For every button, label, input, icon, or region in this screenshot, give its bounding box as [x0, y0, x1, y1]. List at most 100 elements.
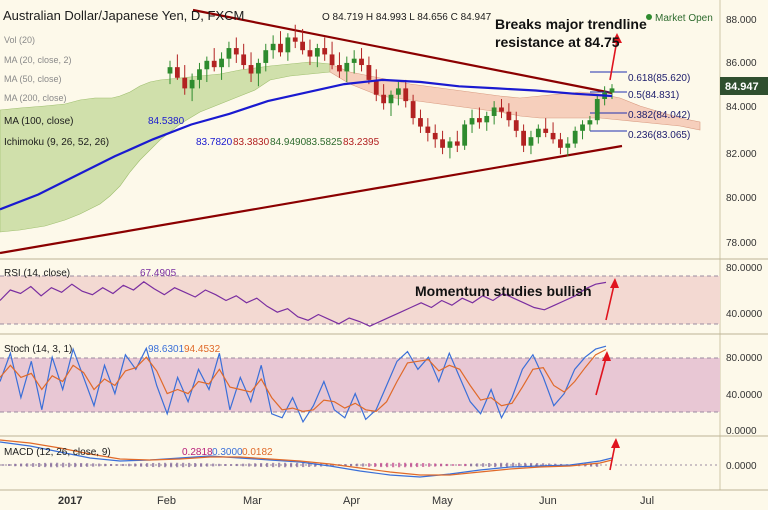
candle-body: [521, 130, 526, 146]
ichimoku-label: Ichimoku (9, 26, 52, 26): [4, 137, 109, 148]
macd-histogram-bar: [248, 463, 251, 467]
ma-a-label: MA (20, close, 2): [4, 55, 72, 65]
ma100-value: 84.5380: [148, 116, 185, 127]
ma-b-label: MA (50, close): [4, 74, 62, 84]
candle-body: [447, 141, 453, 148]
macd-histogram-bar: [308, 463, 311, 467]
macd-label: MACD (12, 26, close, 9): [4, 447, 111, 458]
candle-body: [322, 48, 328, 55]
candle-body: [388, 94, 394, 104]
candle-body: [344, 62, 350, 72]
rsi-value: 67.4905: [140, 268, 177, 279]
candle: [270, 35, 276, 59]
price-tick-88: 88.000: [726, 15, 757, 26]
rsi-line: [0, 281, 607, 327]
momentum-annotation: Momentum studies bullish: [415, 283, 592, 299]
ohlc-readout: O 84.719 H 84.993 L 84.656 C 84.947: [322, 12, 492, 23]
candlestick-series: [167, 24, 615, 159]
trendline-resistance: [192, 8, 613, 95]
macd-histogram-bar: [266, 462, 269, 468]
macd-histogram-bar: [446, 463, 449, 467]
candle: [241, 43, 247, 70]
candle: [609, 84, 615, 99]
candle: [256, 58, 261, 87]
candle-body: [292, 37, 298, 42]
candle-body: [535, 128, 541, 138]
time-tick-jul: Jul: [640, 495, 654, 507]
candle: [373, 69, 379, 102]
candle-body: [484, 115, 490, 123]
candle-body: [197, 69, 202, 80]
candle: [432, 124, 438, 148]
rsi-tick-80: 80.0000: [726, 263, 763, 274]
macd-histogram-bar: [128, 463, 131, 467]
macd-arrow: [609, 438, 620, 471]
macd-histogram-bar: [452, 464, 455, 466]
candle-body: [174, 67, 180, 78]
macd-histogram-bar: [278, 462, 281, 468]
macd-histogram-bar: [170, 462, 173, 468]
fib-label-0382: 0.382(84.042): [628, 110, 690, 121]
candle-body: [425, 126, 431, 133]
candle-body: [256, 62, 261, 74]
rsi-band: [0, 276, 720, 324]
candle-body: [278, 43, 283, 53]
macd-line: [0, 441, 613, 478]
price-tick-80: 80.000: [726, 193, 757, 204]
candle: [189, 73, 195, 102]
candle: [322, 37, 328, 61]
macd-histogram-bar: [92, 463, 95, 467]
macd-histogram-bar: [68, 462, 71, 468]
candle-body: [609, 88, 615, 93]
macd-histogram-bar: [80, 463, 83, 467]
macd-histogram-bar: [398, 462, 401, 468]
macd-histogram-bar: [464, 463, 467, 467]
time-tick-apr: Apr: [343, 495, 360, 507]
candle: [204, 56, 210, 83]
price-tag: 84.947: [725, 81, 759, 93]
candle-body: [263, 50, 269, 63]
macd-histogram-bar: [134, 463, 137, 467]
candle-body: [248, 65, 254, 74]
macd-histogram-bar: [428, 463, 431, 467]
candle-body: [440, 139, 445, 148]
macd-histogram-bar: [224, 464, 227, 466]
candle: [499, 98, 504, 119]
macd-histogram-bar: [110, 464, 113, 466]
rsi-tick-40: 40.0000: [726, 309, 763, 320]
stoch-label: Stoch (14, 3, 1): [4, 344, 72, 355]
candle-body: [528, 137, 534, 146]
candle-body: [543, 128, 549, 133]
macd-histogram-bar: [176, 462, 179, 468]
macd-histogram-bar: [86, 463, 89, 467]
macd-histogram-bar: [116, 464, 119, 466]
candle-body: [477, 118, 482, 123]
ichimoku-value-1: 83.7820: [196, 137, 233, 148]
macd-histogram-bar: [476, 463, 479, 467]
candle: [447, 137, 453, 159]
stoch-k-value: 98.6301: [148, 344, 185, 355]
candle-body: [233, 48, 239, 55]
candle-body: [454, 141, 460, 146]
macd-histogram-bar: [482, 463, 485, 467]
candle-body: [580, 124, 585, 131]
candle: [410, 94, 416, 125]
market-status: Market Open: [655, 13, 713, 24]
macd-histogram-bar: [122, 463, 125, 467]
stoch-d-line: [0, 348, 607, 413]
macd-histogram-bar: [146, 463, 149, 467]
candle: [174, 54, 180, 80]
macd-histogram-bar: [242, 463, 245, 467]
macd-histogram-bar: [2, 464, 5, 466]
candle: [182, 65, 188, 95]
price-tick-86: 86.000: [726, 58, 757, 69]
macd-histogram-bar: [182, 462, 185, 468]
macd-histogram-bar: [104, 463, 107, 467]
candle: [278, 31, 283, 57]
stoch-arrow: [595, 351, 611, 396]
macd-histogram-bar: [290, 462, 293, 468]
vol-label: Vol (20): [4, 35, 35, 45]
price-tick-78: 78.000: [726, 238, 757, 249]
macd-histogram-bar: [296, 462, 299, 468]
ma100-label: MA (100, close): [4, 116, 73, 127]
